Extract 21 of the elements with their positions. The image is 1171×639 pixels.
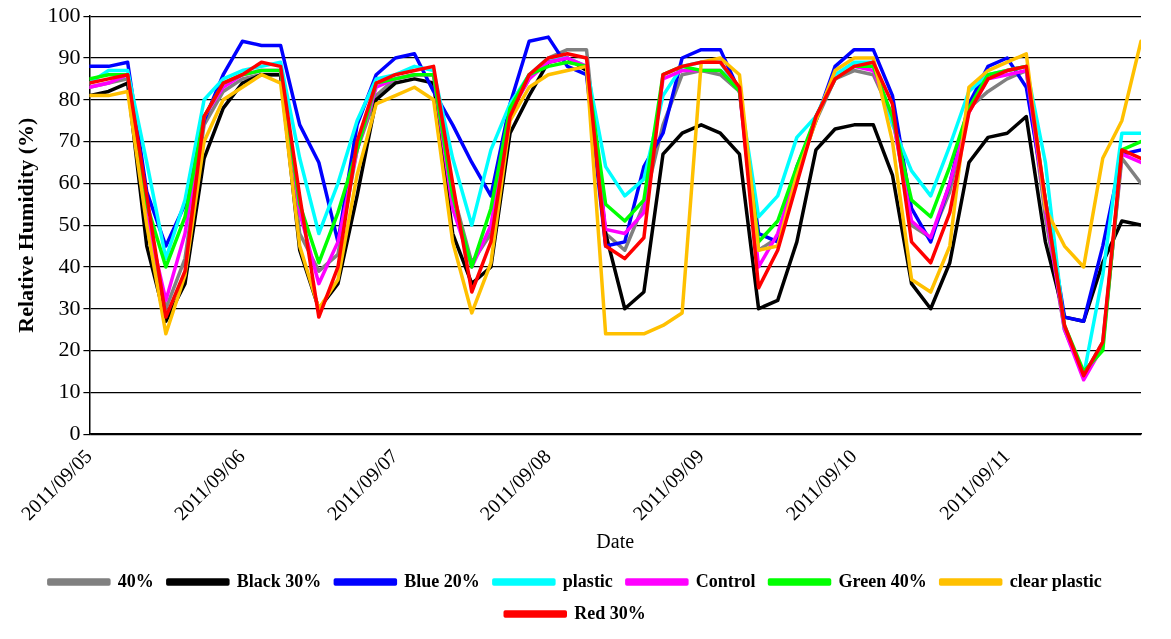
- legend-label: plastic: [562, 570, 613, 591]
- legend-label: Green 40%: [838, 570, 927, 591]
- y-tick-label: 30: [58, 294, 81, 320]
- y-tick-label: 20: [58, 336, 81, 362]
- y-tick-label: 50: [58, 210, 81, 236]
- legend-label: Black 30%: [236, 570, 322, 591]
- x-axis-title: Date: [596, 530, 635, 553]
- legend-label: Red 30%: [574, 602, 646, 623]
- legend-label: 40%: [117, 570, 154, 591]
- y-tick-label: 80: [58, 85, 81, 111]
- y-tick-label: 70: [58, 127, 81, 153]
- y-tick-label: 0: [69, 419, 81, 445]
- legend-label: clear plastic: [1009, 570, 1102, 591]
- y-tick-label: 40: [58, 252, 81, 278]
- legend-label: Blue 20%: [404, 570, 480, 591]
- y-tick-label: 60: [58, 169, 81, 195]
- y-axis-title: Relative Humidity (%): [12, 117, 38, 333]
- y-tick-label: 10: [58, 378, 81, 404]
- y-tick-label: 100: [47, 1, 81, 27]
- y-tick-label: 90: [58, 43, 81, 69]
- legend-label: Control: [695, 570, 756, 591]
